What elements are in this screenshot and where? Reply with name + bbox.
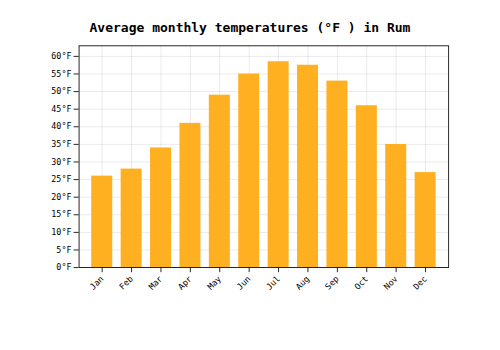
svg-text:Sep: Sep [323, 274, 341, 292]
svg-text:Apr: Apr [176, 274, 194, 292]
svg-text:55°F: 55°F [51, 69, 71, 79]
svg-text:May: May [205, 274, 223, 292]
svg-text:Jul: Jul [264, 274, 282, 292]
html-text:Average monthly temperatures (: Average monthly temperatures (°F ) in Ru… [89, 20, 411, 35]
svg-text:Dec: Dec [411, 274, 429, 292]
svg-text:50°F: 50°F [51, 86, 71, 96]
svg-text:35°F: 35°F [51, 139, 71, 149]
svg-text:Jun: Jun [235, 274, 253, 292]
svg-text:10°F: 10°F [51, 227, 71, 237]
svg-text:60°F: 60°F [51, 51, 71, 61]
svg-text:5°F: 5°F [56, 245, 71, 255]
svg-text:30°F: 30°F [51, 157, 71, 167]
svg-text:Mar: Mar [146, 274, 164, 292]
svg-text:40°F: 40°F [51, 121, 71, 131]
svg-text:Feb: Feb [117, 274, 135, 292]
svg-text:20°F: 20°F [51, 192, 71, 202]
svg-text:25°F: 25°F [51, 174, 71, 184]
svg-text:Aug: Aug [293, 274, 311, 292]
svg-text:15°F: 15°F [51, 209, 71, 219]
svg-text:Nov: Nov [382, 274, 400, 292]
svg-text:0°F: 0°F [56, 262, 71, 272]
svg-text:Oct: Oct [352, 274, 370, 292]
svg-text:Jan: Jan [88, 274, 106, 292]
svg-text:45°F: 45°F [51, 104, 71, 114]
